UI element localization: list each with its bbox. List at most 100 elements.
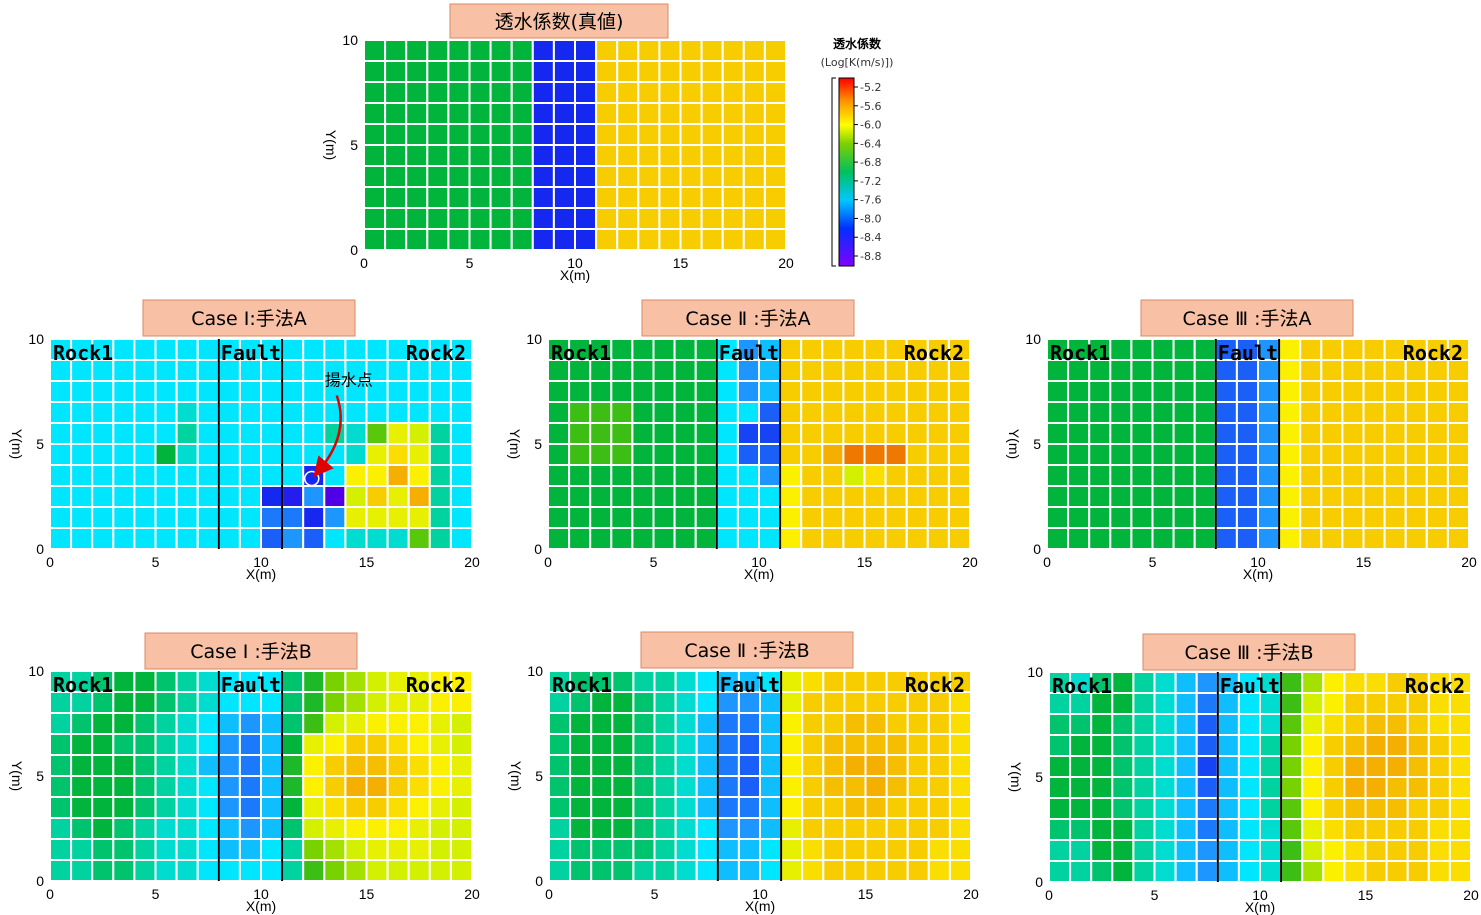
heatmap-cell — [407, 775, 431, 798]
heatmap-cell — [489, 186, 513, 209]
heatmap-cell — [426, 102, 450, 125]
heatmap-cell — [1322, 692, 1346, 715]
heatmap-cell — [1322, 755, 1346, 778]
heatmap-cell — [658, 39, 682, 62]
heatmap-cell — [569, 775, 593, 798]
x-tick-label: 20 — [962, 554, 978, 570]
heatmap-cell — [217, 527, 241, 550]
heatmap-cell — [238, 796, 262, 819]
heatmap-cell — [70, 506, 94, 529]
x-tick-label: 20 — [963, 886, 979, 902]
heatmap-cell — [133, 691, 157, 714]
heatmap-cell — [133, 401, 157, 424]
heatmap-cell — [365, 338, 389, 361]
heatmap-cell — [1425, 422, 1449, 445]
heatmap-cell — [365, 401, 389, 424]
heatmap-cell — [365, 506, 389, 529]
heatmap-cell — [49, 796, 73, 819]
heatmap-cell — [548, 733, 572, 756]
heatmap-cell — [302, 401, 326, 424]
heatmap-cell — [737, 712, 762, 735]
x-tick-label: 20 — [778, 255, 794, 271]
heatmap-cell — [384, 81, 408, 104]
heatmap-cell — [695, 838, 719, 861]
heatmap-cell — [365, 712, 389, 735]
heatmap-cell — [1153, 755, 1177, 778]
heatmap-cell — [590, 796, 614, 819]
heatmap-cell — [384, 60, 408, 83]
heatmap-cell — [133, 359, 157, 382]
heatmap-cell — [217, 817, 241, 840]
heatmap-cell — [154, 754, 178, 777]
heatmap-cell — [737, 817, 762, 840]
heatmap-cell — [1301, 692, 1325, 715]
heatmap-cell — [196, 527, 220, 550]
heatmap-cell — [407, 733, 431, 756]
heatmap-cell — [1257, 464, 1281, 487]
heatmap-cell — [822, 733, 846, 756]
heatmap-cell — [1257, 506, 1281, 529]
heatmap-cell — [715, 380, 739, 403]
heatmap-cell — [1088, 401, 1112, 424]
heatmap-cell — [590, 838, 614, 861]
heatmap-cell — [154, 422, 178, 445]
heatmap-cell — [302, 754, 326, 777]
heatmap-cell — [1280, 713, 1304, 736]
heatmap-cell — [1172, 380, 1196, 403]
x-tick-label: 15 — [359, 886, 375, 902]
heatmap-cell — [673, 485, 697, 508]
zone-label-fault: Fault — [1218, 341, 1278, 365]
heatmap-cell — [428, 775, 452, 798]
colorbar-tick-label: -8.0 — [860, 212, 881, 225]
heatmap-cell — [742, 60, 766, 83]
heatmap-cell — [759, 712, 783, 735]
heatmap-cell — [281, 817, 305, 840]
heatmap-cell — [323, 422, 347, 445]
heatmap-cell — [386, 485, 410, 508]
heatmap-cell — [652, 506, 676, 529]
heatmap-cell — [842, 506, 866, 529]
heatmap-cell — [658, 228, 682, 251]
x-axis-label: X(m) — [744, 566, 774, 582]
pumping-point-arrow — [313, 395, 342, 478]
heatmap-cell — [1448, 797, 1473, 820]
heatmap-cell — [1362, 485, 1386, 508]
heatmap-cell — [386, 527, 410, 550]
heatmap-cell — [323, 838, 347, 861]
heatmap-cell — [196, 775, 220, 798]
heatmap-cell — [302, 422, 326, 445]
heatmap-cell — [653, 817, 677, 840]
heatmap-cell — [1406, 839, 1430, 862]
heatmap-cell — [365, 485, 389, 508]
heatmap-cell — [1280, 818, 1304, 841]
heatmap-cell — [1237, 818, 1262, 841]
heatmap-cell — [365, 754, 389, 777]
heatmap-cell — [905, 401, 929, 424]
heatmap-cell — [281, 733, 305, 756]
heatmap-cell — [1090, 713, 1114, 736]
heatmap-cell — [323, 670, 347, 693]
heatmap-cell — [323, 859, 347, 882]
heatmap-cell — [175, 712, 199, 735]
heatmap-cell — [70, 380, 94, 403]
heatmap-cell — [679, 39, 703, 62]
heatmap-cell — [715, 443, 739, 466]
heatmap-cell — [658, 123, 682, 146]
heatmap-cell — [569, 796, 593, 819]
heatmap-cell — [405, 165, 429, 188]
x-tick-label: 15 — [359, 554, 375, 570]
x-tick-label: 10 — [1250, 554, 1266, 570]
heatmap-cell — [905, 380, 929, 403]
heatmap-cell — [1385, 776, 1409, 799]
heatmap-cell — [758, 443, 782, 466]
heatmap-cell — [637, 186, 661, 209]
y-tick-label: 10 — [28, 663, 44, 679]
heatmap-cell — [531, 165, 555, 188]
heatmap-cell — [568, 443, 592, 466]
y-tick-label: 10 — [1025, 331, 1041, 347]
heatmap-cell — [1404, 422, 1428, 445]
heatmap-cell — [154, 775, 178, 798]
heatmap-cell — [1130, 359, 1154, 382]
heatmap-cell — [843, 817, 867, 840]
heatmap-cell — [843, 754, 867, 777]
